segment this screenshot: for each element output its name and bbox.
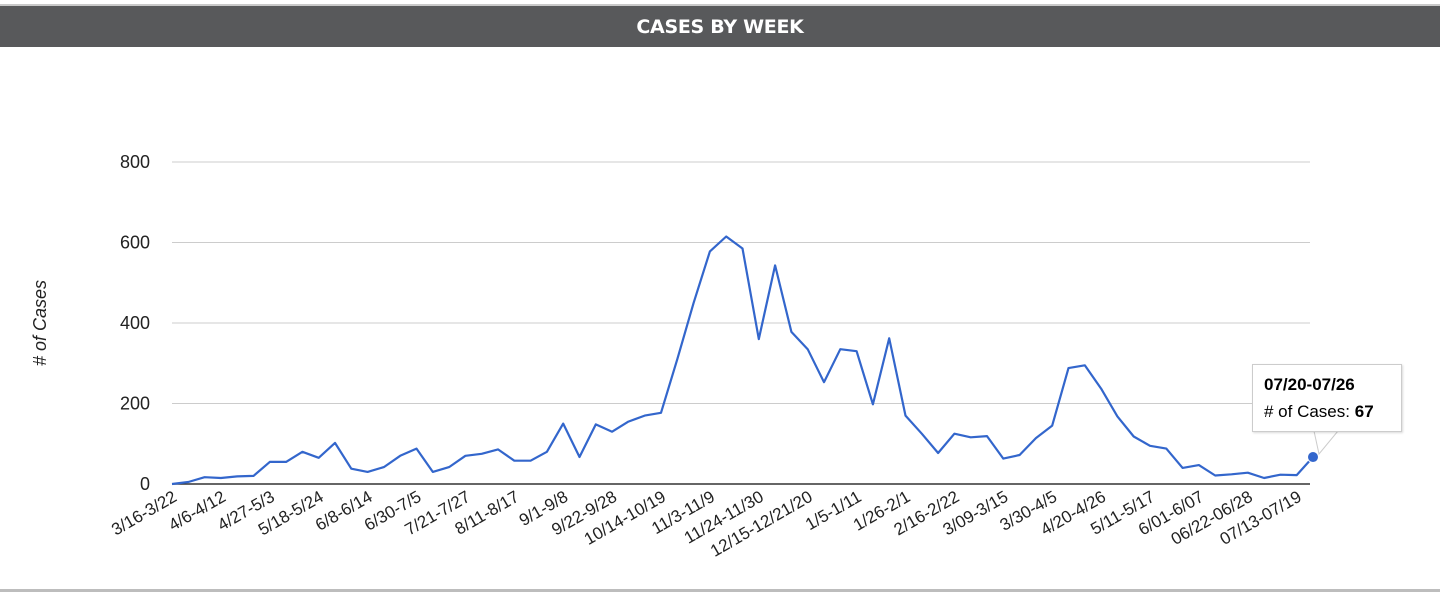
tooltip-value: 67 (1354, 402, 1374, 421)
top-rule (0, 0, 1440, 4)
x-tick-label: 3/16-3/22 (108, 487, 180, 539)
bottom-rule (0, 589, 1440, 592)
series-line (171, 235, 1314, 486)
chart-title: CASES BY WEEK (636, 15, 804, 38)
y-tick-label: 600 (120, 233, 150, 253)
y-tick-label: 200 (120, 394, 150, 414)
y-tick-label: 400 (120, 313, 150, 333)
tooltip-label: # of Cases: (1264, 402, 1350, 421)
highlighted-point (1307, 451, 1319, 464)
tooltip-title: 07/20-07/26 (1264, 375, 1355, 394)
data-point-tooltip: 07/20-07/26 # of Cases: 67 (1252, 364, 1402, 432)
y-tick-label: 0 (140, 474, 150, 494)
tooltip-pointer (1313, 430, 1340, 456)
chart-header: CASES BY WEEK (0, 4, 1440, 47)
y-tick-label: 800 (120, 152, 150, 172)
y-axis-title: # of Cases (30, 280, 50, 366)
tooltip-row: # of Cases: 67 (1264, 402, 1401, 422)
